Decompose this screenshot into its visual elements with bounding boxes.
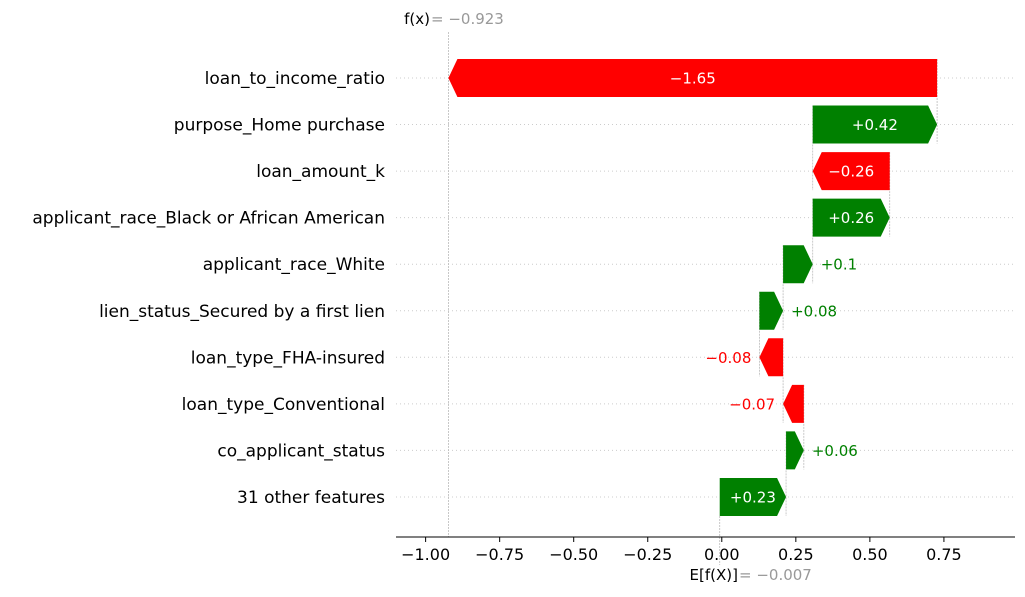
bar-positive	[786, 431, 804, 470]
reference-lines	[448, 32, 938, 565]
feature-label: loan_to_income_ratio	[205, 69, 385, 89]
x-tick-label: −1.00	[401, 545, 450, 564]
bar-value-label: −0.07	[729, 395, 775, 413]
bar-value-label: −1.65	[670, 70, 716, 88]
bar-value-label: −0.08	[705, 349, 751, 367]
feature-label: purpose_Home purchase	[174, 116, 385, 136]
x-tick-label: 0.50	[852, 545, 888, 564]
bar-value-label: +0.1	[821, 256, 857, 274]
bars-layer: −1.65 +0.42 −0.26 +0.26 +0.1 +0.08 −0.08 −0.07 +…	[448, 59, 938, 516]
ex-value: = −0.007	[739, 566, 812, 584]
feature-labels: loan_to_income_ratio purpose_Home purchas…	[32, 69, 385, 508]
x-tick-label: −0.25	[623, 545, 672, 564]
x-axis: −1.00 −0.75 −0.50 −0.25 0.00 0.25 0.50 0.75	[396, 536, 1015, 564]
bar-positive	[783, 245, 813, 284]
bar-positive	[719, 477, 787, 516]
x-tick-label: 0.75	[926, 545, 962, 564]
ex-annotation: E[f(X)] = −0.007	[690, 566, 812, 584]
bar-value-label: +0.23	[730, 488, 776, 506]
x-tick-label: −0.75	[475, 545, 524, 564]
bar-value-label: −0.26	[828, 163, 874, 181]
feature-label: lien_status_Secured by a first lien	[99, 302, 385, 322]
bar-value-label: +0.26	[828, 209, 874, 227]
bar-positive	[812, 198, 890, 237]
bar-negative	[812, 152, 890, 191]
fx-label: f(x)	[404, 10, 430, 28]
feature-label: loan_type_Conventional	[182, 395, 385, 415]
feature-label: loan_type_FHA-insured	[191, 348, 385, 368]
fx-annotation: f(x) = −0.923	[404, 10, 504, 28]
bar-negative	[448, 59, 938, 97]
feature-label: 31 other features	[237, 488, 385, 508]
bar-negative	[759, 338, 784, 377]
feature-label: loan_amount_k	[256, 162, 385, 182]
x-tick-label: −0.50	[549, 545, 598, 564]
bar-positive	[759, 291, 784, 330]
ex-label: E[f(X)]	[690, 566, 738, 584]
feature-label: applicant_race_Black or African American	[32, 209, 385, 229]
feature-label: co_applicant_status	[217, 441, 385, 461]
bar-value-label: +0.42	[852, 116, 898, 134]
fx-value: = −0.923	[431, 10, 504, 28]
bar-negative	[783, 384, 804, 423]
x-tick-label: 0.00	[704, 545, 740, 564]
bar-value-label: +0.06	[812, 442, 858, 460]
bar-positive	[812, 105, 938, 144]
x-tick-label: 0.25	[778, 545, 814, 564]
feature-label: applicant_race_White	[203, 255, 385, 275]
bar-value-label: +0.08	[791, 302, 837, 320]
